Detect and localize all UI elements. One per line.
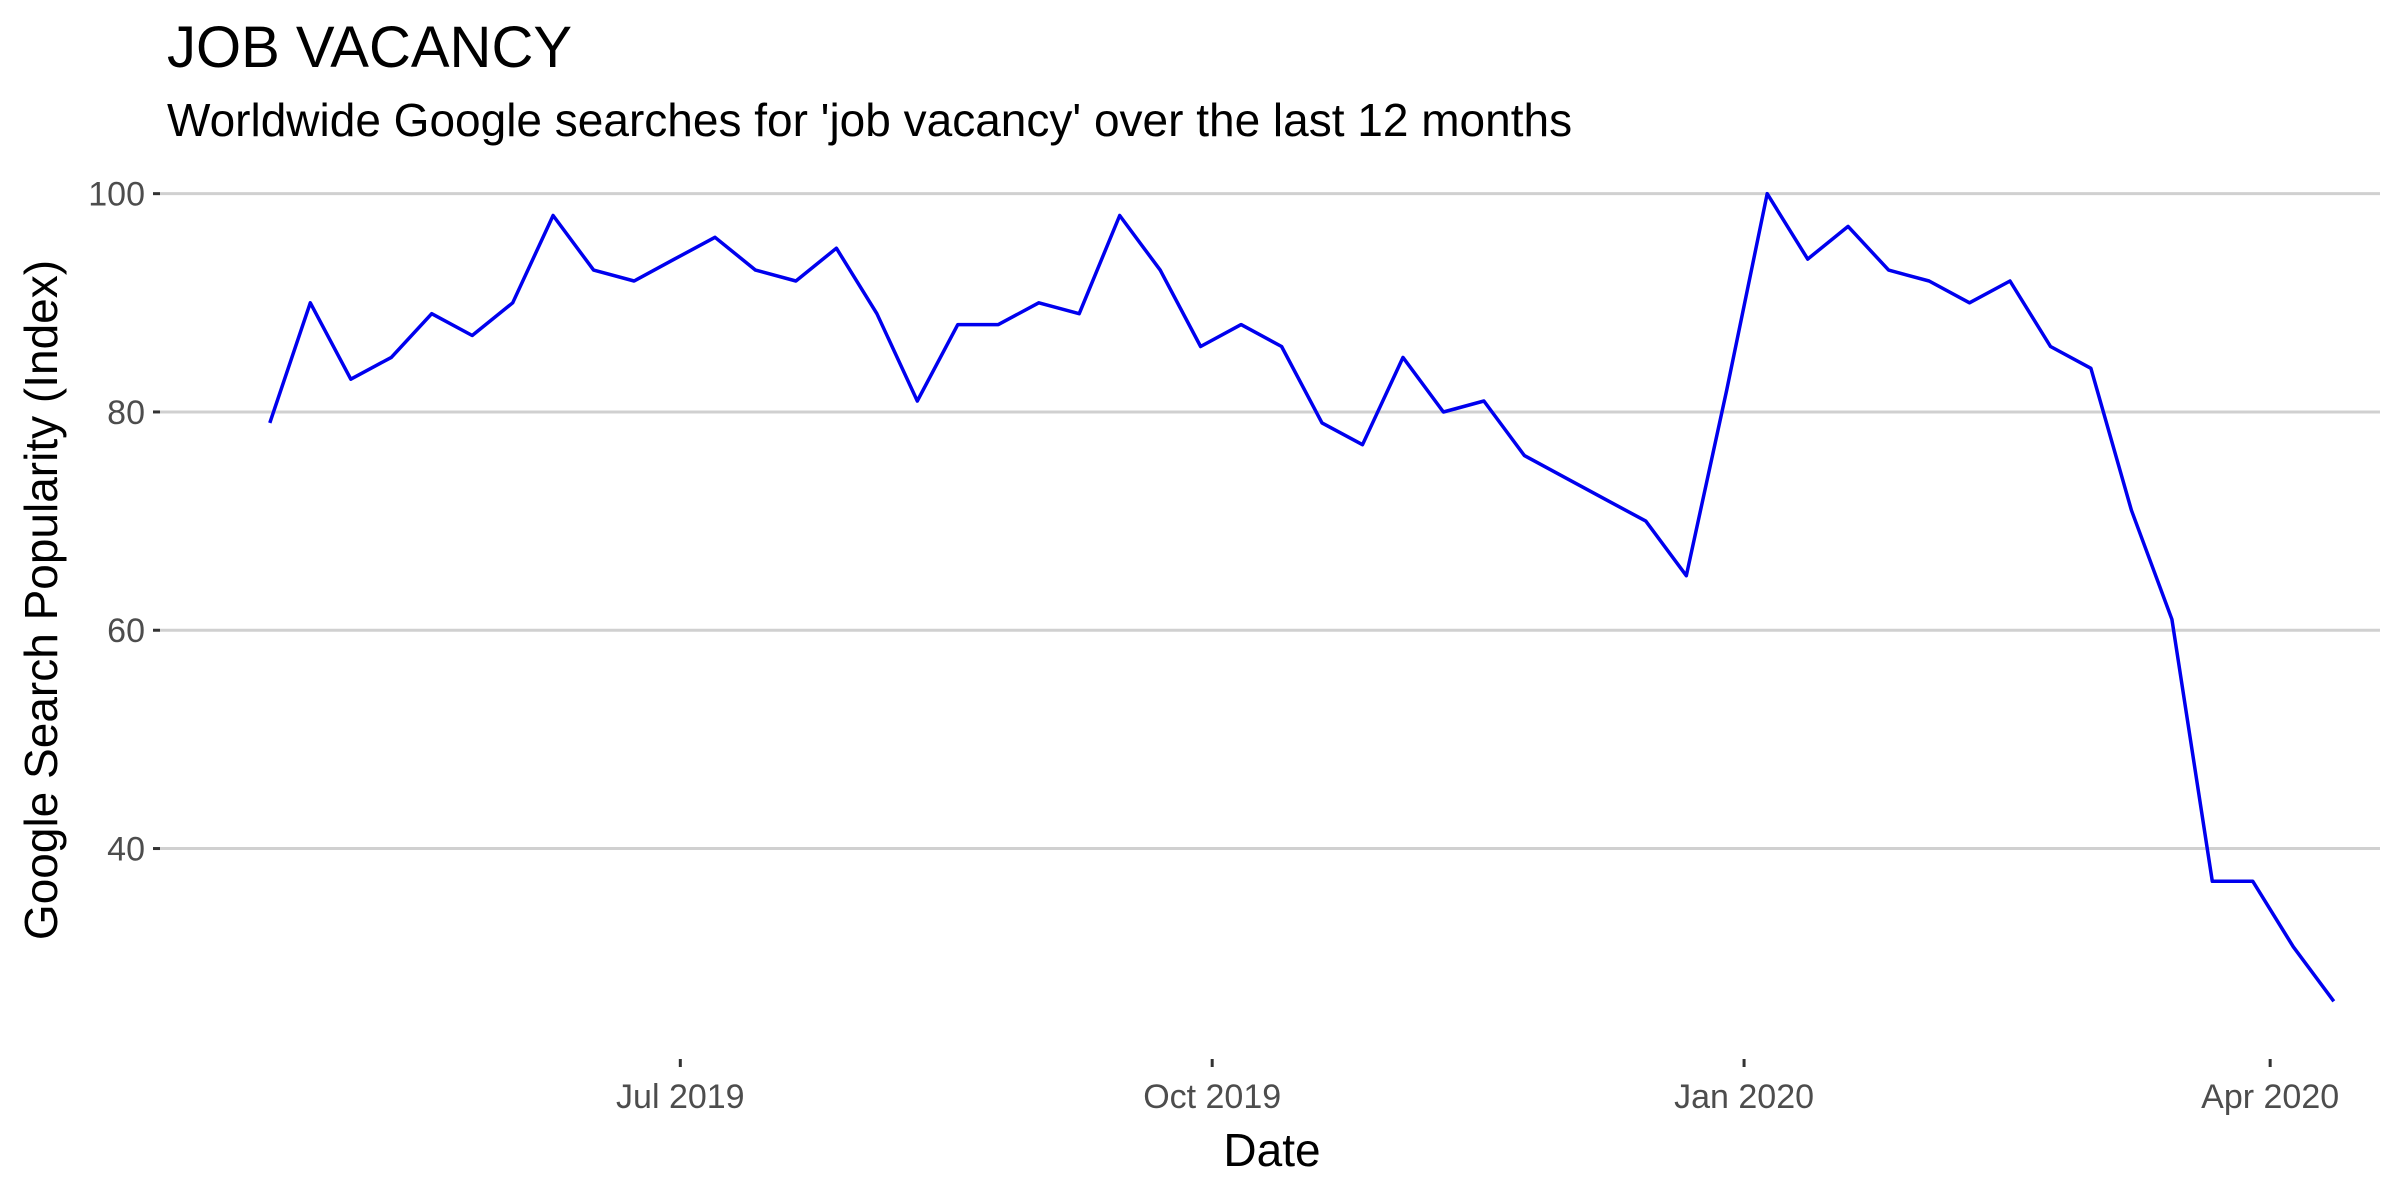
y-tick-label: 60 <box>107 612 145 650</box>
x-tick-label: Oct 2019 <box>1143 1078 1281 1116</box>
chart-subtitle: Worldwide Google searches for 'job vacan… <box>167 94 1573 146</box>
x-axis-ticks: Jul 2019 Oct 2019 Jan 2020 Apr 2020 <box>616 1059 2339 1116</box>
chart-title: JOB VACANCY <box>167 15 573 80</box>
x-tick-label: Apr 2020 <box>2201 1078 2339 1116</box>
x-tick-label: Jan 2020 <box>1674 1078 1814 1116</box>
y-axis-ticks: 40 60 80 100 <box>88 176 160 869</box>
y-tick-label: 80 <box>107 394 145 432</box>
y-tick-label: 40 <box>107 831 145 869</box>
series-line <box>268 191 2336 1003</box>
gridlines <box>160 192 2380 851</box>
x-tick-label: Jul 2019 <box>616 1078 745 1116</box>
y-tick-label: 100 <box>88 176 145 214</box>
x-axis-title: Date <box>1223 1124 1320 1176</box>
y-axis-title: Google Search Popularity (Index) <box>15 260 67 940</box>
